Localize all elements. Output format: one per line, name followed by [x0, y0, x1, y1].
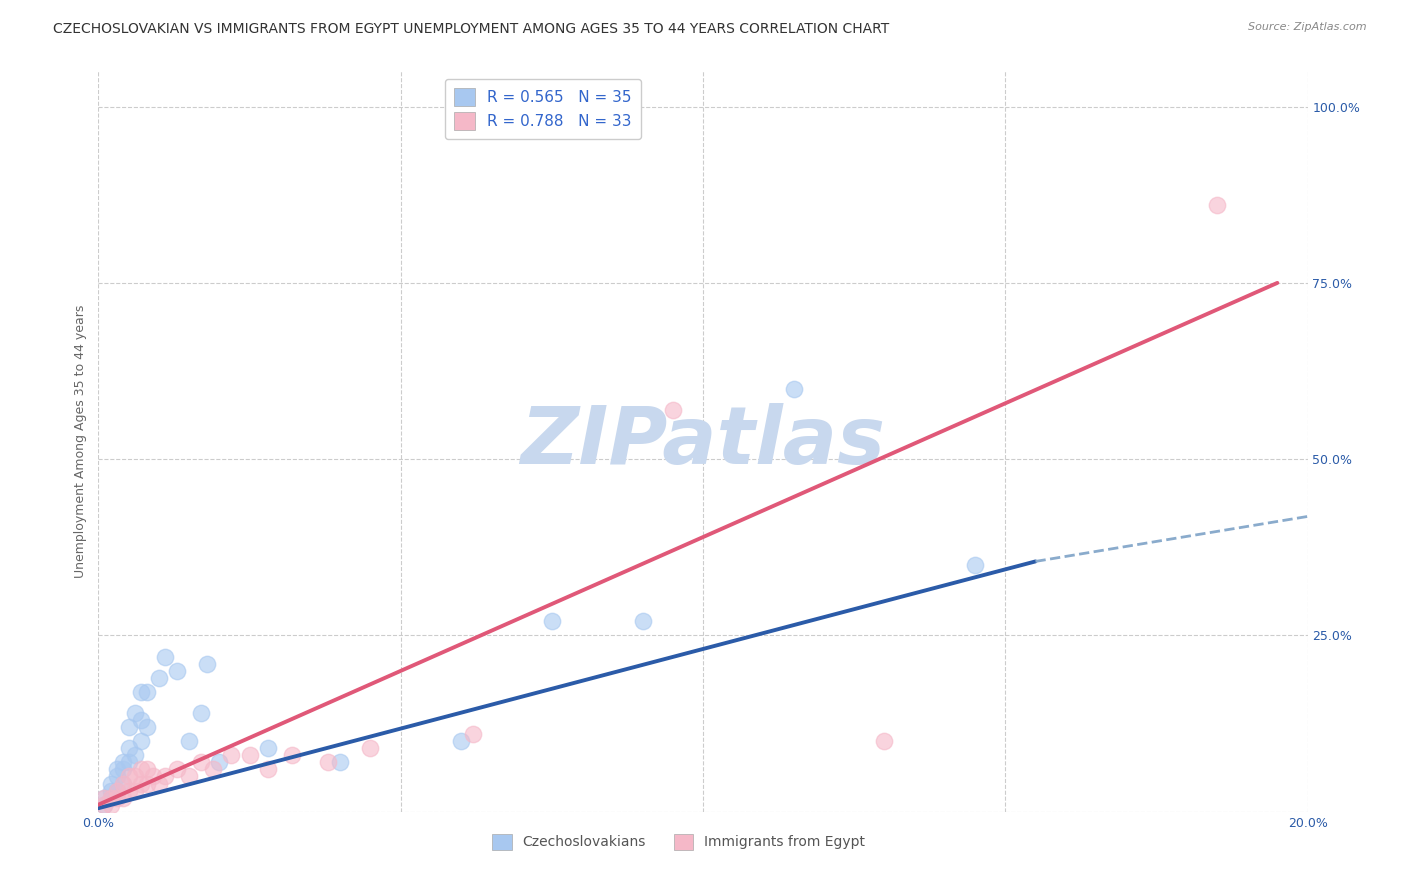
Point — [129, 763, 152, 777]
Point — [118, 720, 141, 734]
Point — [873, 734, 896, 748]
Point — [661, 402, 683, 417]
Point — [105, 790, 128, 805]
Point — [124, 706, 146, 720]
Point — [129, 713, 152, 727]
Point — [111, 776, 134, 790]
Point — [100, 776, 122, 790]
Point — [93, 790, 115, 805]
Point — [450, 734, 472, 748]
Point — [93, 790, 115, 805]
Point — [135, 685, 157, 699]
Point — [118, 783, 141, 797]
Point — [124, 748, 146, 763]
Point — [316, 756, 339, 770]
Point — [281, 748, 304, 763]
Point — [153, 769, 176, 783]
Point — [111, 776, 134, 790]
Point — [111, 790, 134, 805]
Point — [93, 797, 115, 812]
Point — [360, 741, 382, 756]
Point — [105, 769, 128, 783]
Point — [118, 756, 141, 770]
Point — [124, 769, 146, 783]
Point — [100, 797, 122, 812]
Point — [118, 741, 141, 756]
Point — [965, 558, 987, 572]
Point — [179, 769, 201, 783]
Point — [463, 727, 485, 741]
Point — [239, 748, 262, 763]
Point — [142, 769, 165, 783]
Point — [190, 756, 212, 770]
Point — [105, 763, 128, 777]
Point — [208, 756, 231, 770]
Point — [105, 783, 128, 797]
Point — [195, 657, 218, 671]
Point — [631, 615, 654, 629]
Point — [135, 776, 157, 790]
Point — [129, 776, 152, 790]
Point — [100, 783, 122, 797]
Point — [129, 734, 152, 748]
Text: Source: ZipAtlas.com: Source: ZipAtlas.com — [1249, 22, 1367, 32]
Point — [1206, 198, 1229, 212]
Point — [256, 741, 278, 756]
Point — [783, 382, 806, 396]
Point — [129, 685, 152, 699]
Point — [148, 671, 170, 685]
Y-axis label: Unemployment Among Ages 35 to 44 years: Unemployment Among Ages 35 to 44 years — [75, 305, 87, 578]
Point — [124, 783, 146, 797]
Point — [202, 763, 225, 777]
Point — [190, 706, 212, 720]
Point — [148, 776, 170, 790]
Point — [111, 763, 134, 777]
Point — [166, 664, 188, 678]
Point — [105, 783, 128, 797]
Point — [166, 763, 188, 777]
Point — [135, 763, 157, 777]
Point — [100, 790, 122, 805]
Point — [153, 649, 176, 664]
Point — [93, 797, 115, 812]
Point — [100, 790, 122, 805]
Point — [111, 756, 134, 770]
Point — [221, 748, 243, 763]
Point — [540, 615, 562, 629]
Legend: Czechoslovakians, Immigrants from Egypt: Czechoslovakians, Immigrants from Egypt — [485, 827, 872, 856]
Point — [256, 763, 278, 777]
Point — [329, 756, 352, 770]
Text: CZECHOSLOVAKIAN VS IMMIGRANTS FROM EGYPT UNEMPLOYMENT AMONG AGES 35 TO 44 YEARS : CZECHOSLOVAKIAN VS IMMIGRANTS FROM EGYPT… — [53, 22, 890, 37]
Text: ZIPatlas: ZIPatlas — [520, 402, 886, 481]
Point — [135, 720, 157, 734]
Point — [179, 734, 201, 748]
Point — [118, 769, 141, 783]
